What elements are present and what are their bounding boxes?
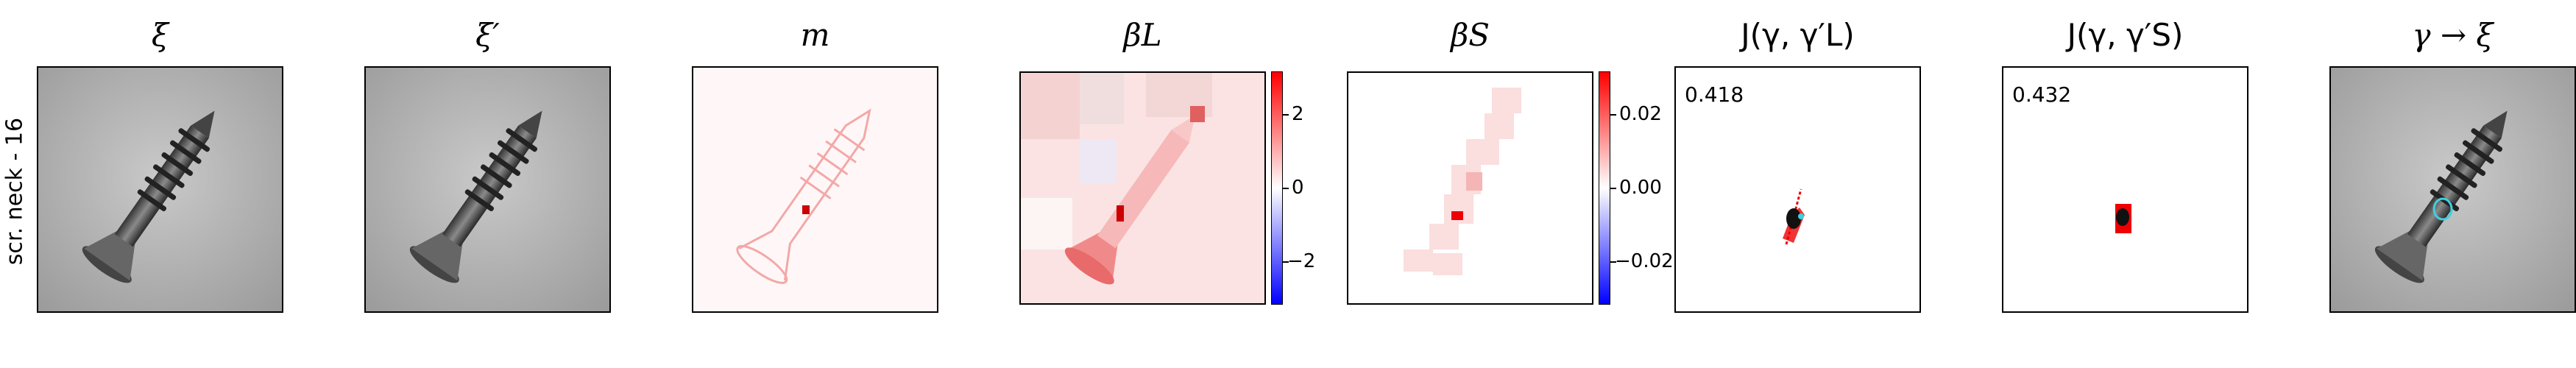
colorbar-tick [1283,114,1289,116]
panel-beta-s: βS 0.02 0.00 −0.02 [1347,0,1693,368]
panel-xi-prime: ξ′ [364,0,611,368]
panel-beta-l: βL 2 0 −2 [1019,0,1328,368]
image-xi-prime [364,66,611,313]
colorbar-beta-s [1599,71,1610,305]
colorbar-tick-label: −0.02 [1615,250,1674,272]
panel-title-gamma-xi: γ → ξ [2412,17,2494,53]
colorbar-tick-label: 0.00 [1619,177,1662,199]
highlight-region [2432,197,2453,221]
row-label-text: scr. neck - 16 [1,117,28,266]
panel-gamma-xi: γ → ξ [2329,0,2576,368]
image-j-s [2002,66,2248,313]
image-mask [692,66,938,313]
overlap-plot-l [1783,188,1805,245]
image-beta-l [1019,71,1266,305]
colorbar-tick-label: 0 [1292,177,1304,199]
score-j-s: 0.432 [2012,82,2072,107]
screw-image [38,68,282,311]
beta-l-map [1021,73,1264,303]
colorbar-beta-l [1271,71,1283,305]
image-xi [37,66,283,313]
colorbar-tick [1283,188,1289,189]
row-label: scr. neck - 16 [0,66,29,316]
colorbar-tick [1610,114,1616,116]
screw-image [366,68,609,311]
colorbar-tick-label: −2 [1287,250,1316,272]
panel-j-s: J(γ, γ′S) 0.432 [2002,0,2248,368]
colorbar-tick [1610,188,1616,189]
colorbar-tick [1610,261,1616,263]
colorbar-tick [1283,261,1289,263]
panel-title-j-s: J(γ, γ′S) [2067,17,2184,53]
image-beta-s [1347,71,1593,305]
image-gamma-xi [2329,66,2576,313]
panel-title-beta-s: βS [1450,17,1490,53]
panel-xi: ξ [37,0,283,368]
panel-title-j-l: J(γ, γ′L) [1741,17,1855,53]
panel-m: m [692,0,938,368]
mask-map [693,68,937,311]
score-j-l: 0.418 [1685,82,1744,107]
screw-overlay-image [2331,68,2575,311]
panel-title-m: m [800,17,830,53]
panel-title-beta-l: βL [1123,17,1162,53]
mask-hotspot [802,205,810,214]
image-j-l [1674,66,1921,313]
panel-title-xi: ξ [151,17,169,53]
overlap-plot-s [2115,204,2131,233]
panel-j-l: J(γ, γ′L) 0.418 [1674,0,1921,368]
panel-title-xi-prime: ξ′ [475,17,500,53]
colorbar-tick-label: 0.02 [1619,103,1662,125]
beta-s-map [1348,73,1592,303]
colorbar-tick-label: 2 [1292,103,1304,125]
